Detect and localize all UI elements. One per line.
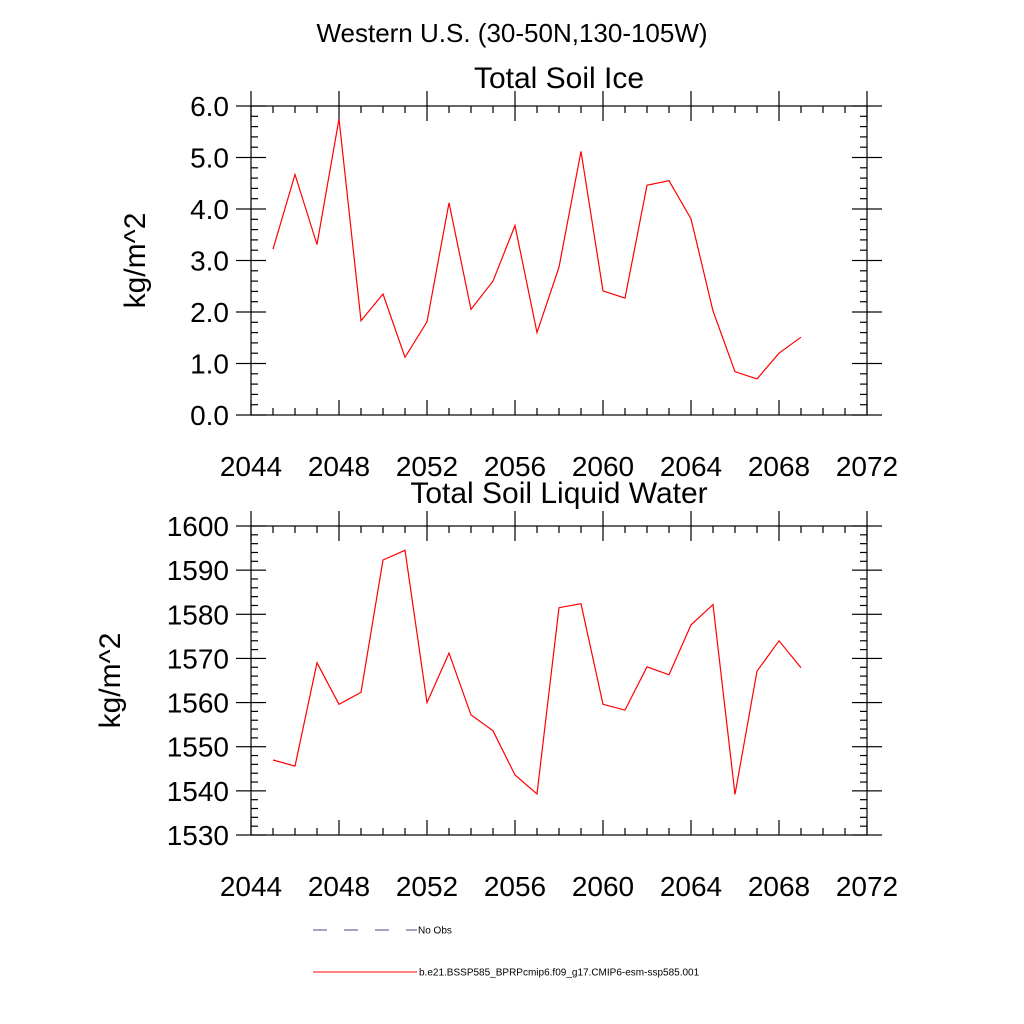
y-tick-label: 4.0: [190, 194, 229, 225]
x-tick-label: 2072: [836, 451, 898, 482]
x-tick-label: 2052: [396, 871, 458, 902]
x-tick-label: 2044: [220, 451, 282, 482]
legend-label-2: b.e21.BSSP585_BPRPcmip6.f09_g17.CMIP6-es…: [419, 968, 700, 979]
y-tick-label: 1530: [167, 820, 229, 851]
y-tick-label: 0.0: [190, 400, 229, 431]
x-tick-label: 2072: [836, 871, 898, 902]
x-tick-label: 2052: [396, 451, 458, 482]
y-tick-label: 6.0: [190, 91, 229, 122]
panel-title: Total Soil Ice: [474, 62, 644, 95]
y-tick-label: 1540: [167, 776, 229, 807]
panel-1: Total Soil Ice kg/m^2 2044 2048 2052 2056 2060…: [119, 62, 898, 482]
y-axis-label: kg/m^2: [119, 213, 152, 309]
plot-frame: [250, 525, 868, 836]
panel-title: Total Soil Liquid Water: [410, 477, 707, 510]
y-tick-label: 1560: [167, 688, 229, 719]
y-tick-label: 1.0: [190, 349, 229, 380]
x-tick-label: 2064: [660, 871, 722, 902]
y-tick-label: 1590: [167, 555, 229, 586]
y-tick-label: 1570: [167, 643, 229, 674]
x-tick-label: 2056: [484, 451, 546, 482]
x-tick-label: 2068: [748, 871, 810, 902]
x-tick-label: 2048: [308, 451, 370, 482]
y-tick-label: 1600: [167, 511, 229, 542]
x-tick-label: 2044: [220, 871, 282, 902]
panel-2: Total Soil Liquid Water kg/m^2 2044 2048 205…: [94, 477, 898, 902]
series-line-1: [272, 118, 802, 380]
x-tick-label: 2064: [660, 451, 722, 482]
x-tick-label: 2048: [308, 871, 370, 902]
plot-frame: [250, 105, 868, 416]
x-tick-label: 2060: [572, 871, 634, 902]
y-tick-label: 2.0: [190, 297, 229, 328]
figure-title: Western U.S. (30-50N,130-105W): [316, 18, 707, 48]
x-tick-label: 2068: [748, 451, 810, 482]
y-tick-label: 5.0: [190, 143, 229, 174]
series-line-1: [272, 549, 802, 796]
x-tick-label: 2056: [484, 871, 546, 902]
legend-label-1: No Obs: [418, 926, 452, 937]
y-tick-label: 3.0: [190, 246, 229, 277]
legend: No Obs b.e21.BSSP585_BPRPcmip6.f09_g17.CM…: [313, 926, 700, 979]
panels: Total Soil Ice kg/m^2 2044 2048 2052 2056 2060…: [94, 62, 898, 902]
y-tick-label: 1580: [167, 599, 229, 630]
y-tick-label: 1550: [167, 732, 229, 763]
x-tick-label: 2060: [572, 451, 634, 482]
y-axis-label: kg/m^2: [94, 633, 127, 729]
